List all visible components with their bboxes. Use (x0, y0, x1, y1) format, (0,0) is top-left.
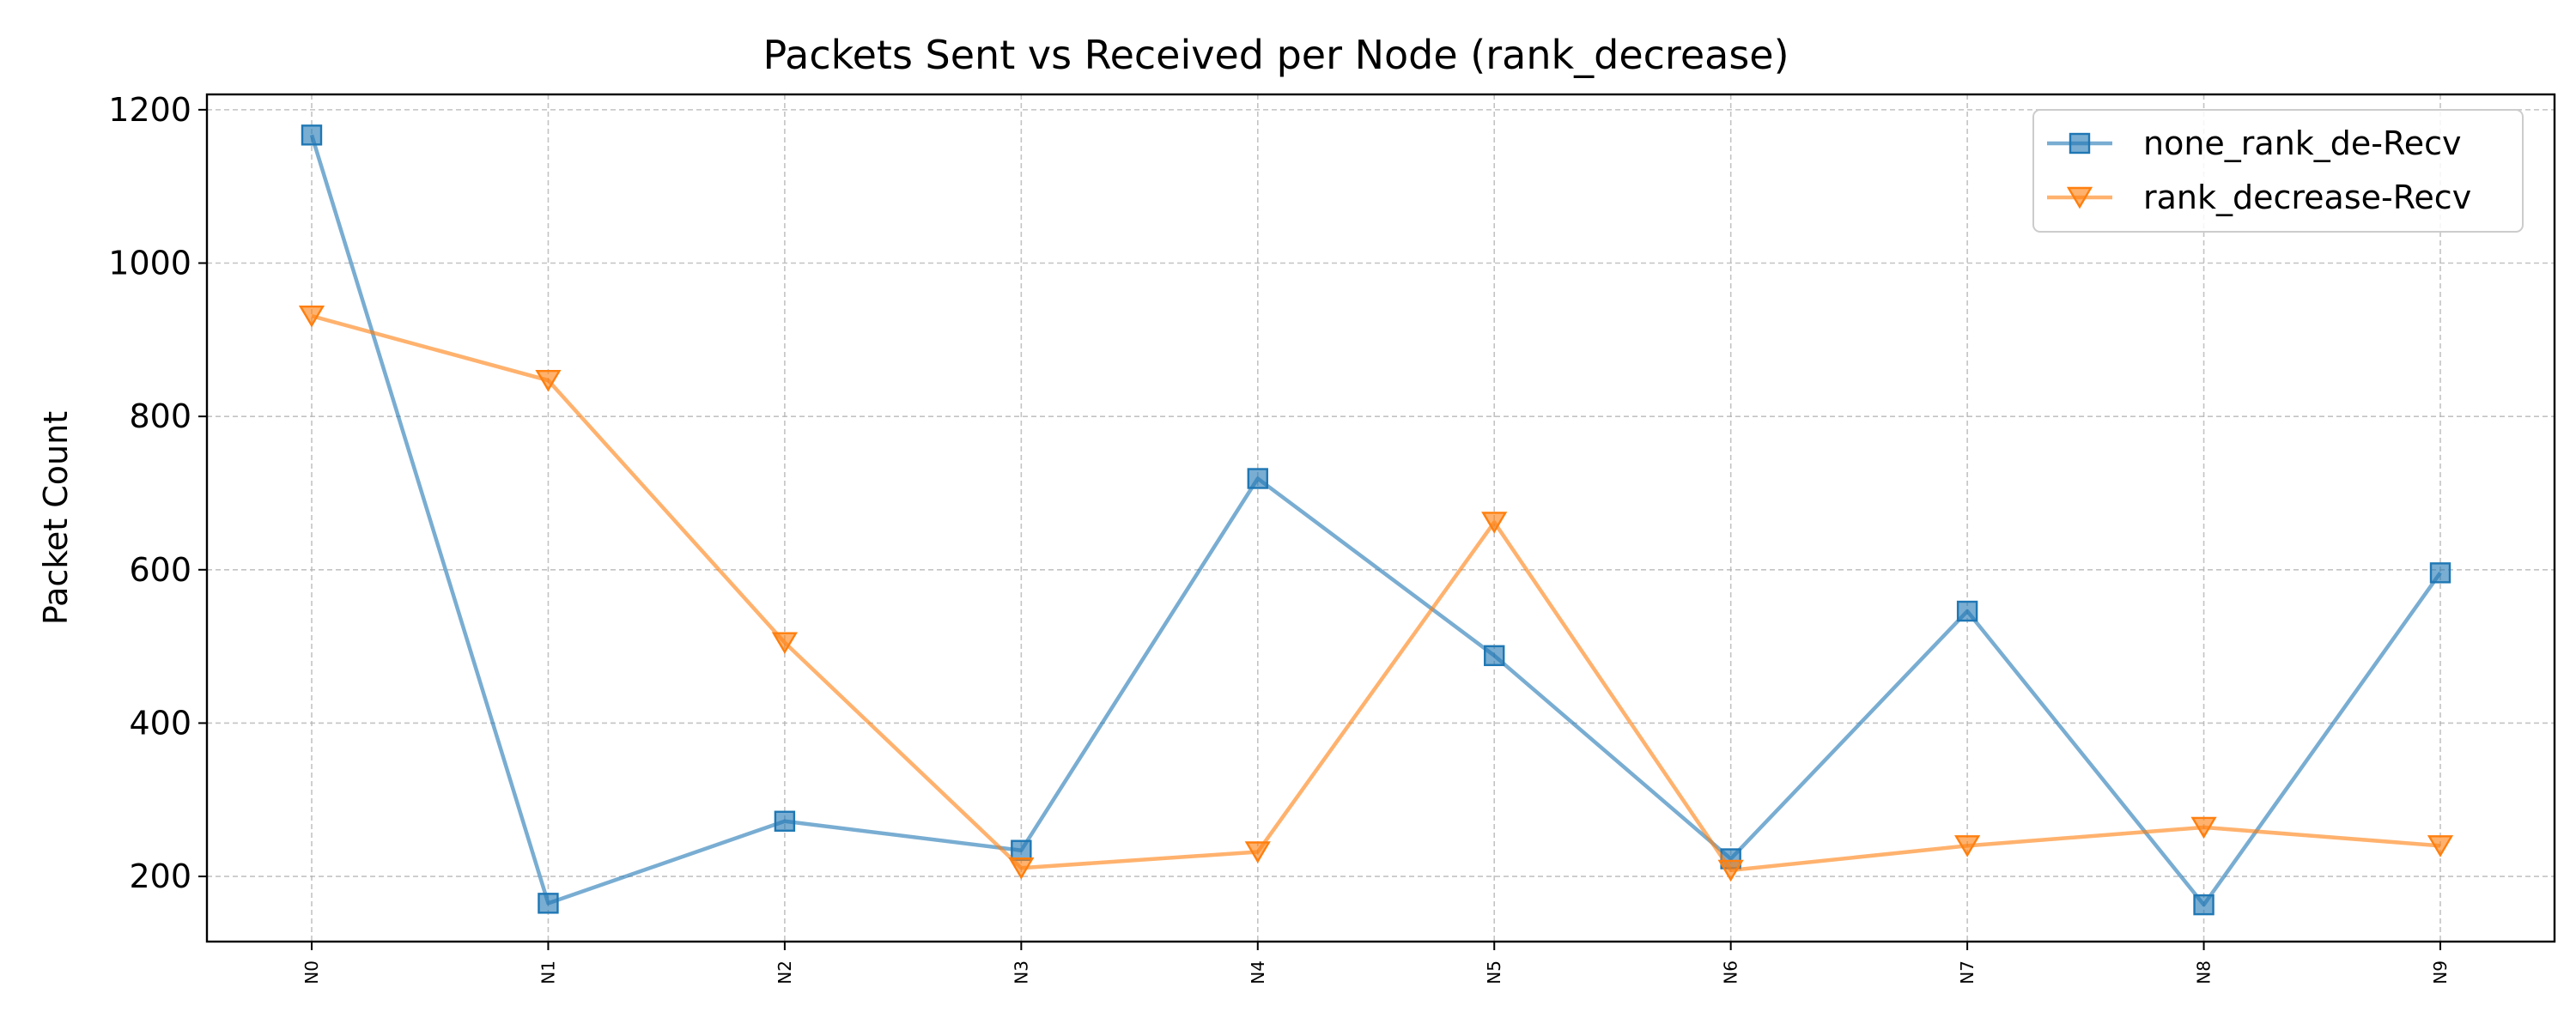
data-point (2427, 835, 2454, 857)
y-axis-label: Packet Count (37, 411, 75, 625)
legend-label: rank_decrease-Recv (2143, 179, 2471, 216)
data-point (2429, 562, 2451, 584)
series-line (311, 313, 2441, 873)
x-tick-label: N2 (775, 960, 795, 985)
data-point (1247, 468, 1268, 489)
x-tick-label: N8 (2194, 960, 2215, 985)
x-tick-label: N5 (1484, 960, 1504, 985)
data-point (2193, 894, 2215, 916)
x-tick-label: N0 (301, 960, 322, 985)
data-point (1011, 839, 1032, 861)
x-tick-label: N4 (1248, 960, 1268, 985)
legend: none_rank_de-Recv rank_decrease-Recv (2032, 109, 2524, 233)
grid-lines (207, 94, 2555, 942)
series-line (309, 134, 2442, 907)
x-tick-label: N3 (1011, 960, 1031, 985)
chart-title: Packets Sent vs Received per Node (rank_… (762, 32, 1789, 78)
data-point (1244, 841, 1271, 863)
x-tick-label: N9 (2430, 960, 2451, 985)
legend-item: rank_decrease-Recv (2047, 179, 2471, 216)
y-tick-label: 1200 (108, 91, 191, 129)
legend-item: none_rank_de-Recv (2047, 124, 2461, 162)
y-tick-label: 200 (129, 857, 191, 895)
legend-label: none_rank_de-Recv (2143, 124, 2461, 162)
data-point (1008, 857, 1035, 880)
axes: 200 400 600 800 1000 1200 N0 N1 N2 N3 N4 N5 N6 N7 N8 N9 (108, 91, 2556, 985)
legend-marker (2066, 186, 2093, 209)
y-tick-label: 600 (129, 551, 191, 589)
legend-marker (2069, 132, 2091, 154)
data-point (1484, 645, 1505, 667)
data-series (298, 124, 2454, 916)
series-0 (301, 124, 2451, 916)
legend-box (2032, 109, 2524, 233)
data-point (774, 810, 796, 832)
y-tick-label: 400 (129, 704, 191, 742)
data-point (771, 632, 798, 655)
y-tick-label: 1000 (108, 245, 191, 282)
y-tick-label: 800 (129, 397, 191, 435)
x-tick-label: N1 (538, 960, 558, 985)
data-point (535, 369, 562, 392)
data-point (1954, 835, 1981, 857)
data-point (1717, 859, 1744, 882)
data-point (1481, 512, 1508, 534)
data-point (1956, 600, 1978, 622)
data-point (298, 305, 325, 328)
series-1 (298, 305, 2454, 882)
x-tick-label: N7 (1957, 960, 1978, 985)
data-point (538, 893, 559, 914)
plot-frame (205, 93, 2556, 943)
x-tick-label: N6 (1721, 960, 1741, 985)
data-point (301, 124, 323, 146)
data-point (2190, 816, 2217, 839)
